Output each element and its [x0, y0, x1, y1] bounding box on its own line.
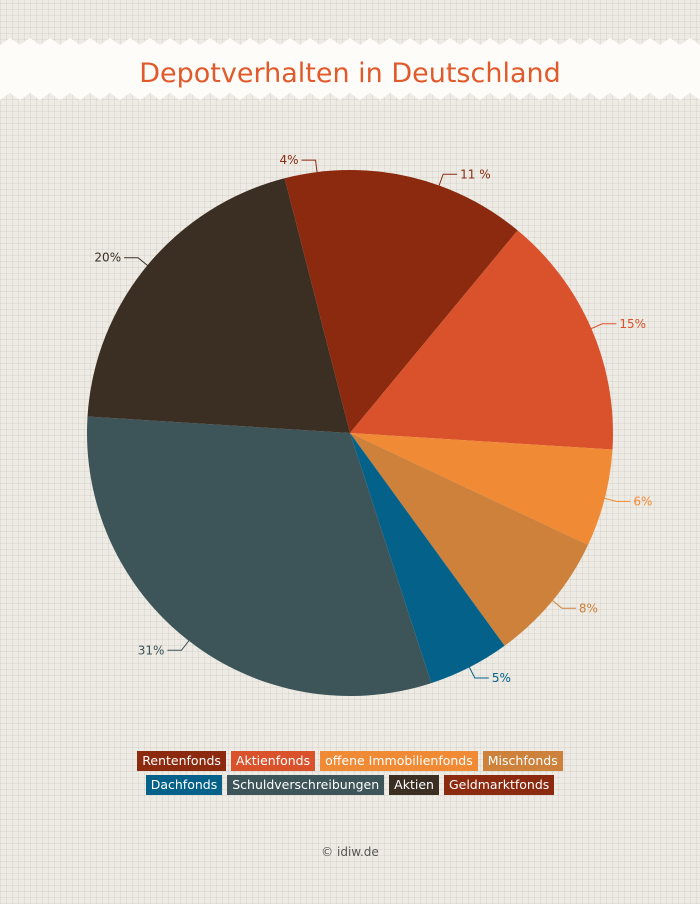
leader-line	[600, 496, 631, 502]
leader-line	[549, 597, 576, 609]
pie-slice	[350, 230, 613, 450]
data-label: 4%	[279, 153, 298, 167]
pie-slice	[350, 170, 518, 433]
pie-slice	[87, 416, 432, 696]
legend-item: Schuldverschreibungen	[227, 775, 385, 795]
leader-line	[437, 173, 458, 190]
data-label: 20%	[94, 251, 121, 265]
legend-item: Geldmarktfonds	[443, 775, 555, 795]
legend-item: Dachfonds	[145, 775, 223, 795]
leader-line	[167, 637, 192, 651]
legend-item: Aktienfonds	[230, 751, 316, 771]
legend-item: Mischfonds	[482, 751, 563, 771]
leader-line	[124, 257, 151, 269]
data-label: 5%	[492, 671, 511, 685]
leader-line	[301, 159, 319, 177]
legend-item: offene Immobilienfonds	[320, 751, 478, 771]
leader-line	[587, 323, 617, 331]
header-band	[0, 38, 700, 100]
pie-slice	[87, 178, 350, 433]
data-label: 11 %	[460, 167, 491, 181]
pie-slice	[350, 433, 588, 646]
chart: Depotverhalten in Deutschland 11 % 15% 6% 8…	[0, 38, 700, 696]
pie-slice	[350, 433, 505, 684]
data-label: 15%	[619, 317, 646, 331]
legend-item: Rentenfonds	[137, 751, 226, 771]
legend: Rentenfonds Aktienfonds offene Immobilienf…	[110, 751, 590, 795]
data-label: 6%	[633, 494, 652, 508]
leader-line	[467, 663, 489, 679]
data-label: 8%	[579, 601, 598, 615]
data-label: 31%	[138, 643, 165, 657]
pie-slice	[284, 170, 350, 433]
chart-title: Depotverhalten in Deutschland	[139, 58, 561, 89]
footer: © idiw.de	[321, 845, 379, 859]
pie-slice	[350, 433, 613, 545]
legend-item: Aktien	[389, 775, 439, 795]
